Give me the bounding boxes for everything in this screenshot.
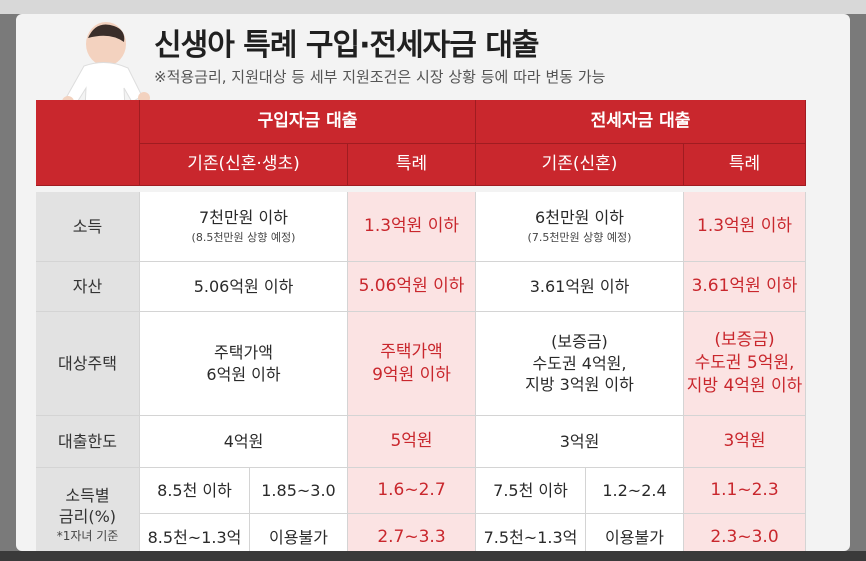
assets-jeonse-basic: 3.61억원 이하	[476, 262, 684, 312]
rate-label-line2: 금리(%)	[58, 507, 117, 527]
top-strip	[0, 0, 866, 14]
rate2-jeonse-income: 7.5천~1.3억	[476, 514, 586, 551]
infographic-card: 신생아 특례 구입·전세자금 대출 ※적용금리, 지원대상 등 세부 지원조건은…	[16, 14, 850, 551]
income-jeonse-basic-note: (7.5천만원 상향 예정)	[527, 230, 632, 244]
disclaimer-note: ※적용금리, 지원대상 등 세부 지원조건은 시장 상황 등에 따라 변동 가능	[154, 68, 606, 86]
limit-purchase-special: 5억원	[348, 416, 476, 468]
page-title: 신생아 특례 구입·전세자금 대출	[154, 28, 540, 63]
row-label-housing: 대상주택	[36, 312, 140, 416]
assets-purchase-basic: 5.06억원 이하	[140, 262, 348, 312]
housing-jeonse-basic-line2: 수도권 4억원,	[532, 353, 627, 373]
housing-purchase-special-line1: 주택가액	[380, 341, 443, 362]
header-gap	[36, 186, 806, 192]
housing-jeonse-special-line3: 지방 4억원 이하	[686, 375, 803, 396]
rate1-jeonse-rate: 1.2~2.4	[586, 468, 684, 514]
header-purchase-basic: 기존(신혼·생초)	[140, 144, 348, 186]
rate-label-line1: 소득별	[65, 485, 110, 505]
limit-jeonse-basic: 3억원	[476, 416, 684, 468]
rate1-purchase-special: 1.6~2.7	[348, 468, 476, 514]
housing-purchase-basic: 주택가액 6억원 이하	[140, 312, 348, 416]
income-jeonse-basic: 6천만원 이하 (7.5천만원 상향 예정)	[476, 192, 684, 262]
row-label-limit: 대출한도	[36, 416, 140, 468]
income-purchase-basic: 7천만원 이하 (8.5천만원 상향 예정)	[140, 192, 348, 262]
rate2-purchase-income: 8.5천~1.3억	[140, 514, 250, 551]
income-jeonse-special: 1.3억원 이하	[684, 192, 806, 262]
housing-jeonse-special-line1: (보증금)	[714, 330, 775, 351]
header-purchase: 구입자금 대출	[140, 100, 476, 144]
row-label-income: 소득	[36, 192, 140, 262]
loan-comparison-table: 구입자금 대출 전세자금 대출 기존(신혼·생초) 특례 기존(신혼) 특례 소…	[36, 100, 846, 551]
housing-jeonse-special-line2: 수도권 5억원,	[694, 353, 795, 374]
housing-purchase-basic-line2: 6억원 이하	[206, 364, 281, 384]
housing-purchase-special-line2: 9억원 이하	[372, 364, 451, 385]
header-jeonse-basic: 기존(신혼)	[476, 144, 684, 186]
rate2-jeonse-special: 2.3~3.0	[684, 514, 806, 551]
bottom-strip	[0, 551, 866, 561]
rate1-jeonse-income: 7.5천 이하	[476, 468, 586, 514]
header-jeonse-special: 특례	[684, 144, 806, 186]
row-label-assets: 자산	[36, 262, 140, 312]
assets-jeonse-special: 3.61억원 이하	[684, 262, 806, 312]
rate-label-note: *1자녀 기준	[56, 529, 119, 543]
rate1-purchase-income: 8.5천 이하	[140, 468, 250, 514]
limit-purchase-basic: 4억원	[140, 416, 348, 468]
rate2-jeonse-rate: 이용불가	[586, 514, 684, 551]
rate2-purchase-rate: 이용불가	[250, 514, 348, 551]
housing-jeonse-special: (보증금) 수도권 5억원, 지방 4억원 이하	[684, 312, 806, 416]
income-jeonse-basic-value: 6천만원 이하	[535, 208, 624, 228]
income-purchase-basic-note: (8.5천만원 상향 예정)	[191, 230, 296, 244]
income-purchase-special: 1.3억원 이하	[348, 192, 476, 262]
housing-jeonse-basic: (보증금) 수도권 4억원, 지방 3억원 이하	[476, 312, 684, 416]
header-corner	[36, 100, 140, 186]
limit-jeonse-special: 3억원	[684, 416, 806, 468]
housing-jeonse-basic-line3: 지방 3억원 이하	[525, 375, 634, 395]
housing-jeonse-basic-line1: (보증금)	[551, 332, 608, 352]
rate1-jeonse-special: 1.1~2.3	[684, 468, 806, 514]
housing-purchase-basic-line1: 주택가액	[214, 342, 273, 362]
rate2-purchase-special: 2.7~3.3	[348, 514, 476, 551]
row-label-rate: 소득별 금리(%) *1자녀 기준	[36, 468, 140, 551]
rate1-purchase-rate: 1.85~3.0	[250, 468, 348, 514]
housing-purchase-special: 주택가액 9억원 이하	[348, 312, 476, 416]
income-purchase-basic-value: 7천만원 이하	[199, 208, 288, 228]
header-jeonse: 전세자금 대출	[476, 100, 806, 144]
header-purchase-special: 특례	[348, 144, 476, 186]
assets-purchase-special: 5.06억원 이하	[348, 262, 476, 312]
